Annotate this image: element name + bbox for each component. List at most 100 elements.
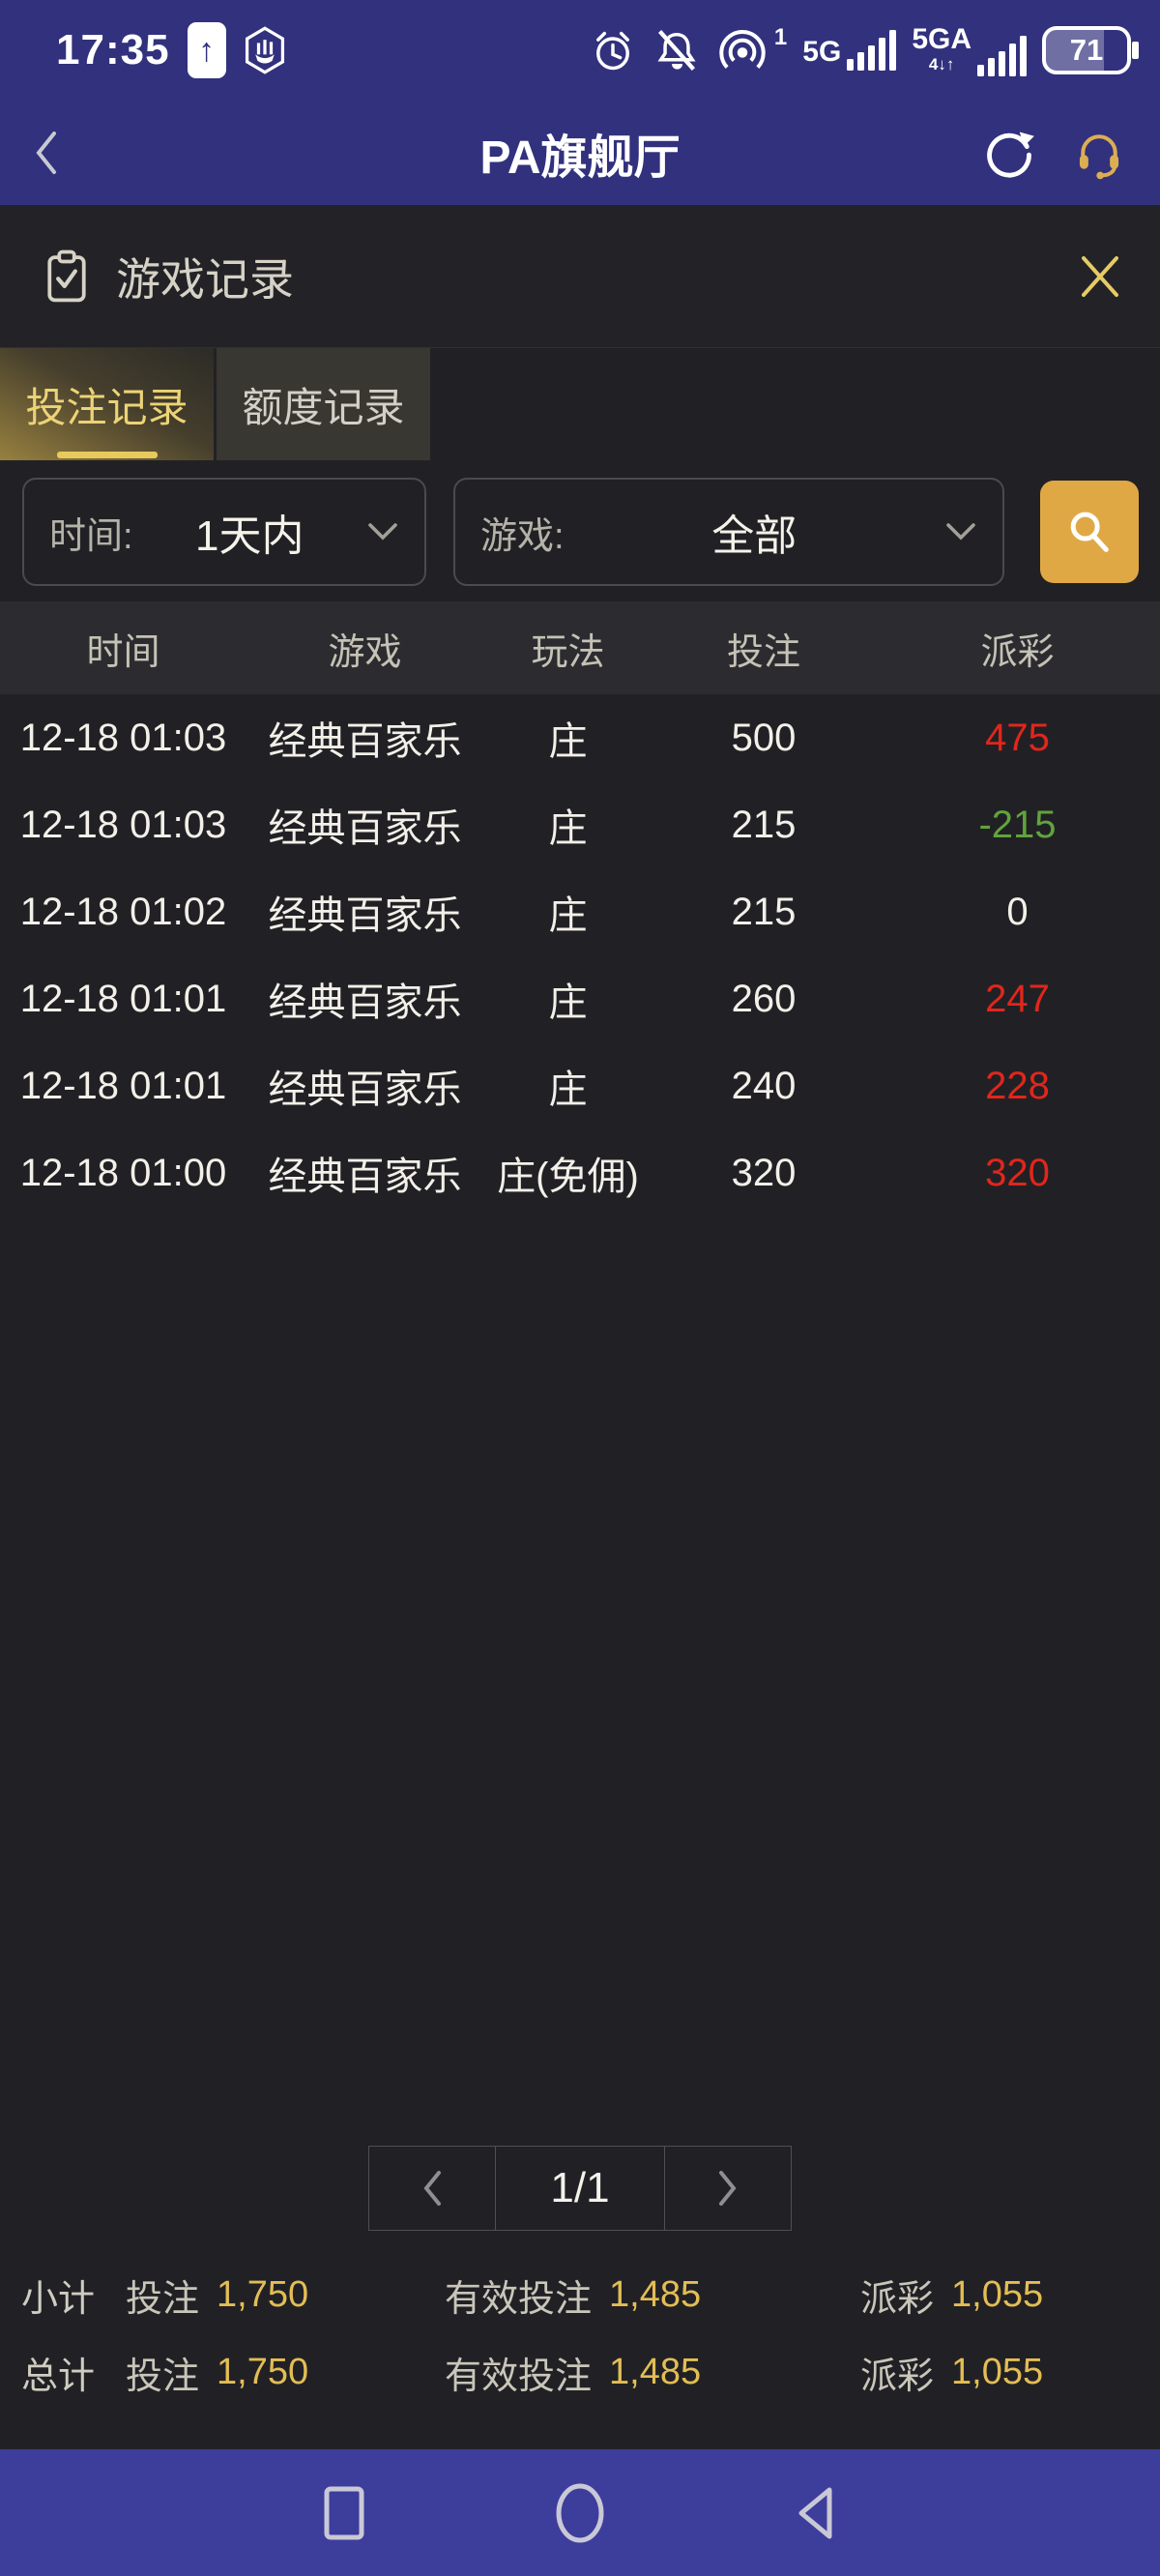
table-header: 时间 游戏 玩法 投注 派彩	[0, 601, 1160, 694]
row-payout: 475	[985, 716, 1050, 759]
chevron-down-icon	[366, 521, 399, 542]
col-play: 玩法	[531, 631, 605, 673]
panel-header: 游戏记录	[0, 205, 1160, 348]
row-bet: 215	[731, 803, 797, 846]
row-payout: 228	[985, 1064, 1050, 1107]
row-payout: -215	[978, 803, 1057, 846]
total-payout: 1,055	[951, 2351, 1044, 2392]
empty-area	[0, 1216, 1160, 2146]
hotspot-count: 1	[773, 24, 788, 50]
active-tab-underline	[56, 452, 158, 458]
row-payout: 0	[1006, 890, 1029, 933]
table-row: 12-18 01:02 经典百家乐 庄 215 0	[0, 868, 1160, 955]
prev-page-button[interactable]	[369, 2147, 495, 2230]
table-row: 12-18 01:01 经典百家乐 庄 240 228	[0, 1042, 1160, 1129]
page-indicator: 1/1	[495, 2147, 665, 2230]
table-body: 12-18 01:03 经典百家乐 庄 500 475 12-18 01:03 …	[0, 694, 1160, 1216]
android-nav-bar	[0, 2449, 1160, 2576]
total-row: 总计 投注 1,750 有效投注 1,485 派彩 1,055	[21, 2351, 1044, 2397]
total-valid-bet: 1,485	[609, 2351, 702, 2392]
battery-percent: 71	[1069, 33, 1104, 67]
row-payout: 320	[985, 1151, 1050, 1194]
subtotal-payout: 1,055	[951, 2273, 1044, 2315]
filters: 时间: 1天内 游戏: 全部	[0, 460, 1160, 601]
row-game: 经典百家乐	[268, 1068, 462, 1111]
table-row: 12-18 01:01 经典百家乐 庄 260 247	[0, 955, 1160, 1042]
col-payout: 派彩	[980, 631, 1055, 673]
row-play: 庄	[548, 981, 588, 1024]
table-row: 12-18 01:00 经典百家乐 庄(免佣) 320 320	[0, 1129, 1160, 1216]
game-records-panel: 游戏记录 投注记录 额度记录 时间: 1天内	[0, 205, 1160, 2449]
panel-title: 游戏记录	[116, 253, 294, 305]
search-button[interactable]	[1040, 481, 1139, 583]
back-button[interactable]	[29, 126, 66, 180]
row-bet: 320	[731, 1151, 797, 1194]
time-filter-value: 1天内	[195, 512, 304, 560]
row-play: 庄	[548, 807, 588, 850]
upload-arrow-icon: ↑	[187, 22, 226, 78]
game-filter-value: 全部	[711, 512, 798, 560]
alarm-icon	[589, 26, 637, 74]
app-header: 17:35 ↑	[0, 0, 1160, 205]
subtotal-bet: 1,750	[217, 2273, 309, 2315]
table-row: 12-18 01:03 经典百家乐 庄 215 -215	[0, 781, 1160, 868]
row-bet: 240	[731, 1064, 797, 1107]
back-nav-button[interactable]	[786, 2480, 846, 2546]
customer-service-button[interactable]	[1071, 125, 1127, 181]
row-game: 经典百家乐	[268, 1156, 462, 1198]
row-play: 庄	[548, 720, 588, 763]
status-time: 17:35	[56, 26, 170, 73]
home-button[interactable]	[550, 2480, 610, 2546]
tabs: 投注记录 额度记录	[0, 348, 1160, 460]
page-title: PA旗舰厅	[479, 132, 681, 184]
mute-bell-icon	[652, 26, 701, 74]
signal-5g-icon: 5G	[802, 30, 897, 71]
pagination: 1/1	[368, 2146, 792, 2231]
game-filter-select[interactable]: 游戏: 全部	[453, 478, 1004, 586]
clipboard-check-icon	[39, 247, 95, 307]
row-game: 经典百家乐	[268, 720, 462, 763]
nav-bar: PA旗舰厅	[0, 101, 1160, 205]
row-game: 经典百家乐	[268, 894, 462, 937]
row-payout: 247	[985, 977, 1050, 1020]
row-bet: 260	[731, 977, 797, 1020]
hand-hexagon-icon	[240, 25, 290, 75]
refresh-button[interactable]	[982, 126, 1036, 180]
row-game: 经典百家乐	[268, 981, 462, 1024]
tab-bet-records[interactable]: 投注记录	[0, 348, 214, 460]
row-play: 庄	[548, 894, 588, 937]
subtotal-valid-bet: 1,485	[609, 2273, 702, 2315]
status-bar: 17:35 ↑	[0, 0, 1160, 101]
row-game: 经典百家乐	[268, 807, 462, 850]
row-play: 庄(免佣)	[497, 1156, 639, 1198]
close-button[interactable]	[1075, 251, 1125, 302]
hotspot-icon	[716, 24, 768, 76]
col-game: 游戏	[328, 631, 402, 673]
battery-icon: 71	[1042, 26, 1139, 74]
row-time: 12-18 01:01	[19, 1064, 227, 1107]
time-filter-label: 时间:	[49, 515, 133, 557]
next-page-button[interactable]	[665, 2147, 791, 2230]
row-time: 12-18 01:02	[19, 890, 227, 933]
row-play: 庄	[548, 1068, 588, 1111]
recents-button[interactable]	[314, 2480, 374, 2546]
game-filter-label: 游戏:	[480, 515, 565, 557]
row-time: 12-18 01:03	[19, 716, 227, 759]
search-icon	[1064, 507, 1115, 557]
signal-5ga-icon: 5GA 4↓↑	[912, 24, 1027, 76]
row-time: 12-18 01:03	[19, 803, 227, 846]
time-filter-select[interactable]: 时间: 1天内	[22, 478, 426, 586]
total-bet: 1,750	[217, 2351, 309, 2392]
col-bet: 投注	[726, 631, 800, 673]
chevron-down-icon	[944, 521, 977, 542]
row-time: 12-18 01:01	[19, 977, 227, 1020]
tab-quota-records[interactable]: 额度记录	[217, 348, 430, 460]
row-time: 12-18 01:00	[19, 1151, 227, 1194]
row-bet: 215	[731, 890, 797, 933]
table-row: 12-18 01:03 经典百家乐 庄 500 475	[0, 694, 1160, 781]
col-time: 时间	[86, 631, 160, 673]
row-bet: 500	[731, 716, 797, 759]
subtotal-row: 小计 投注 1,750 有效投注 1,485 派彩 1,055	[21, 2273, 1044, 2320]
summary: 小计 投注 1,750 有效投注 1,485 派彩 1,055 总计 投注 1,750 …	[0, 2231, 1160, 2449]
